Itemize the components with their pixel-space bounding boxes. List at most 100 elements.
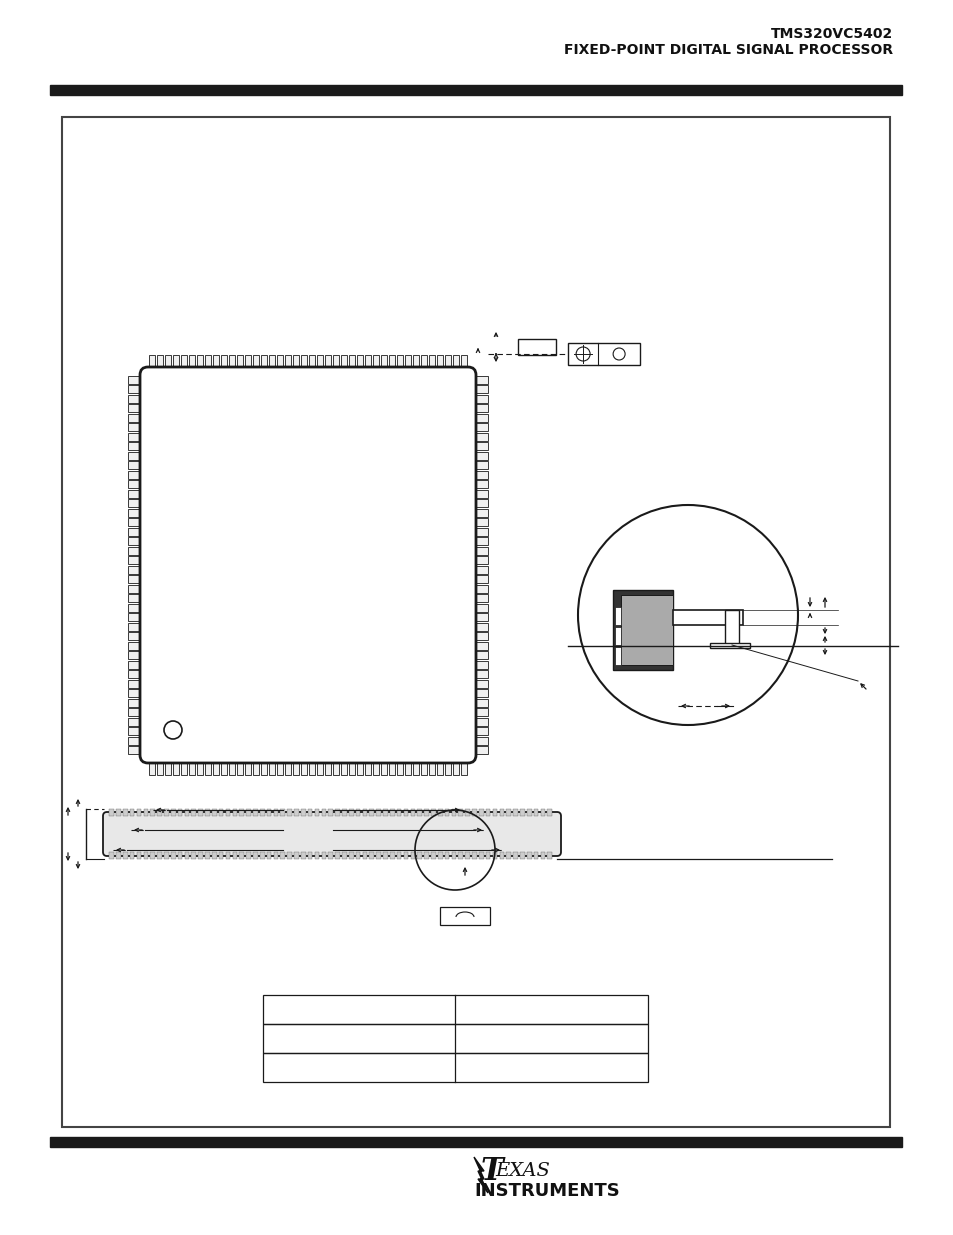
Bar [383,852,388,860]
Bar [267,809,272,816]
Bar [380,755,387,776]
Bar [436,354,443,375]
Bar [468,622,488,631]
Bar [431,852,436,860]
Bar [390,809,395,816]
Bar [517,338,556,354]
Bar [465,809,470,816]
Bar [328,852,333,860]
Bar [263,1024,647,1053]
Bar [410,809,415,816]
Bar [280,809,285,816]
Bar [285,755,291,776]
Bar [458,809,462,816]
Bar [390,852,395,860]
Bar [128,718,148,726]
Bar [196,755,203,776]
Bar [468,746,488,755]
Bar [335,809,339,816]
Bar [513,809,517,816]
Bar [468,385,488,393]
Bar [300,354,307,375]
Bar [239,852,244,860]
Bar [468,699,488,706]
Bar [276,354,283,375]
Bar [519,852,524,860]
Bar [123,809,128,816]
FancyBboxPatch shape [103,811,560,856]
Bar [453,354,458,375]
Bar [492,852,497,860]
Bar [189,354,195,375]
Bar [468,499,488,508]
Bar [396,809,401,816]
Bar [499,809,503,816]
Bar [189,755,195,776]
Bar [308,809,313,816]
Bar [356,755,363,776]
Bar [128,480,148,488]
Bar [110,852,113,860]
Bar [468,737,488,745]
Bar [130,852,134,860]
Bar [294,809,298,816]
Bar [128,679,148,688]
Bar [263,995,647,1024]
Bar [468,519,488,526]
Bar [212,852,216,860]
Bar [123,852,128,860]
Bar [267,852,272,860]
Bar [309,354,314,375]
Bar [364,755,371,776]
Bar [253,809,257,816]
Bar [156,354,163,375]
Bar [672,610,742,625]
Bar [128,537,148,545]
Bar [276,755,283,776]
Bar [172,755,179,776]
Bar [128,395,148,403]
Bar [293,755,299,776]
Bar [533,852,537,860]
Bar [403,852,408,860]
Bar [709,643,749,648]
Bar [233,809,237,816]
Bar [396,852,401,860]
Bar [468,509,488,516]
Bar [164,809,169,816]
Bar [356,354,363,375]
Bar [229,755,235,776]
Bar [444,354,451,375]
Bar [196,354,203,375]
Bar [151,809,155,816]
Bar [369,809,374,816]
Bar [468,566,488,574]
Bar [468,689,488,698]
Bar [280,852,285,860]
Bar [613,590,672,671]
Bar [185,852,189,860]
Bar [468,594,488,603]
Bar [128,604,148,611]
Bar [128,385,148,393]
Bar [468,718,488,726]
Bar [130,809,134,816]
Bar [171,852,175,860]
Bar [226,852,230,860]
Bar [181,354,187,375]
Bar [417,809,421,816]
Bar [333,354,339,375]
Bar [213,354,219,375]
Bar [128,556,148,564]
Bar [468,642,488,650]
Bar [128,671,148,678]
Bar [236,755,243,776]
Bar [181,755,187,776]
Bar [116,809,121,816]
Bar [128,727,148,735]
Bar [468,490,488,498]
Bar [157,852,162,860]
Bar [615,606,620,625]
Bar [233,852,237,860]
Bar [245,354,251,375]
